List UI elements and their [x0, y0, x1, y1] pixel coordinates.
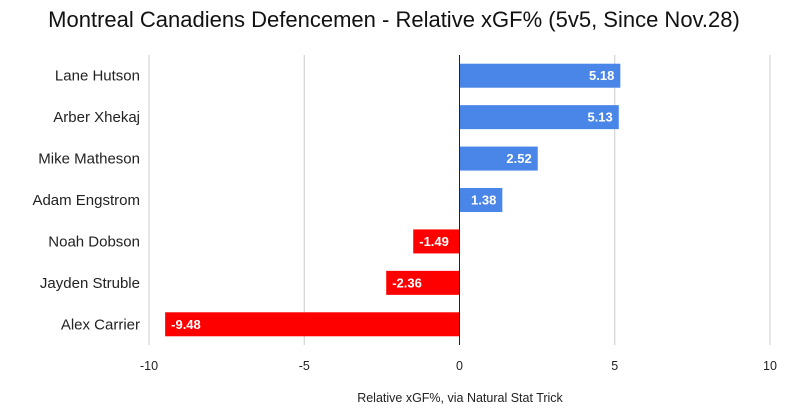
bar [386, 270, 460, 295]
bar [459, 188, 503, 212]
x-tick-labels: -10 -5 0 5 10 [140, 359, 777, 373]
data-label: 5.13 [587, 110, 612, 125]
data-label: 2.52 [506, 151, 531, 166]
category-label: Arber Xhekaj [53, 109, 140, 126]
category-label: Alex Carrier [61, 316, 140, 333]
chart-title: Montreal Canadiens Defencemen - Relative… [48, 7, 740, 32]
category-label: Mike Matheson [38, 151, 140, 168]
x-tick-label: 5 [611, 359, 618, 373]
bar [459, 63, 621, 88]
bar [459, 146, 538, 171]
data-label: 5.18 [589, 68, 614, 83]
grid-lines [148, 55, 771, 345]
category-label: Lane Hutson [55, 68, 140, 85]
category-label: Jayden Struble [40, 275, 140, 292]
x-tick-label: 0 [456, 359, 463, 373]
data-label: -9.48 [171, 317, 201, 332]
category-labels: Lane Hutson Arber Xhekaj Mike Matheson Adam… [32, 68, 140, 334]
bar [413, 229, 460, 254]
x-tick-label: 10 [763, 359, 777, 373]
category-label: Adam Engstrom [32, 192, 140, 209]
x-tick-label: -10 [140, 359, 158, 373]
x-tick-label: -5 [299, 359, 310, 373]
bars: 5.18 5.13 2.52 1.38 -1.49 -2.36 -9.48 [165, 55, 621, 345]
x-axis-title: Relative xGF%, via Natural Stat Trick [357, 391, 563, 405]
category-label: Noah Dobson [48, 233, 140, 250]
bar [165, 312, 460, 337]
data-label: 1.38 [471, 193, 496, 208]
data-label: -1.49 [419, 234, 449, 249]
bar [459, 105, 619, 130]
data-label: -2.36 [392, 275, 422, 290]
